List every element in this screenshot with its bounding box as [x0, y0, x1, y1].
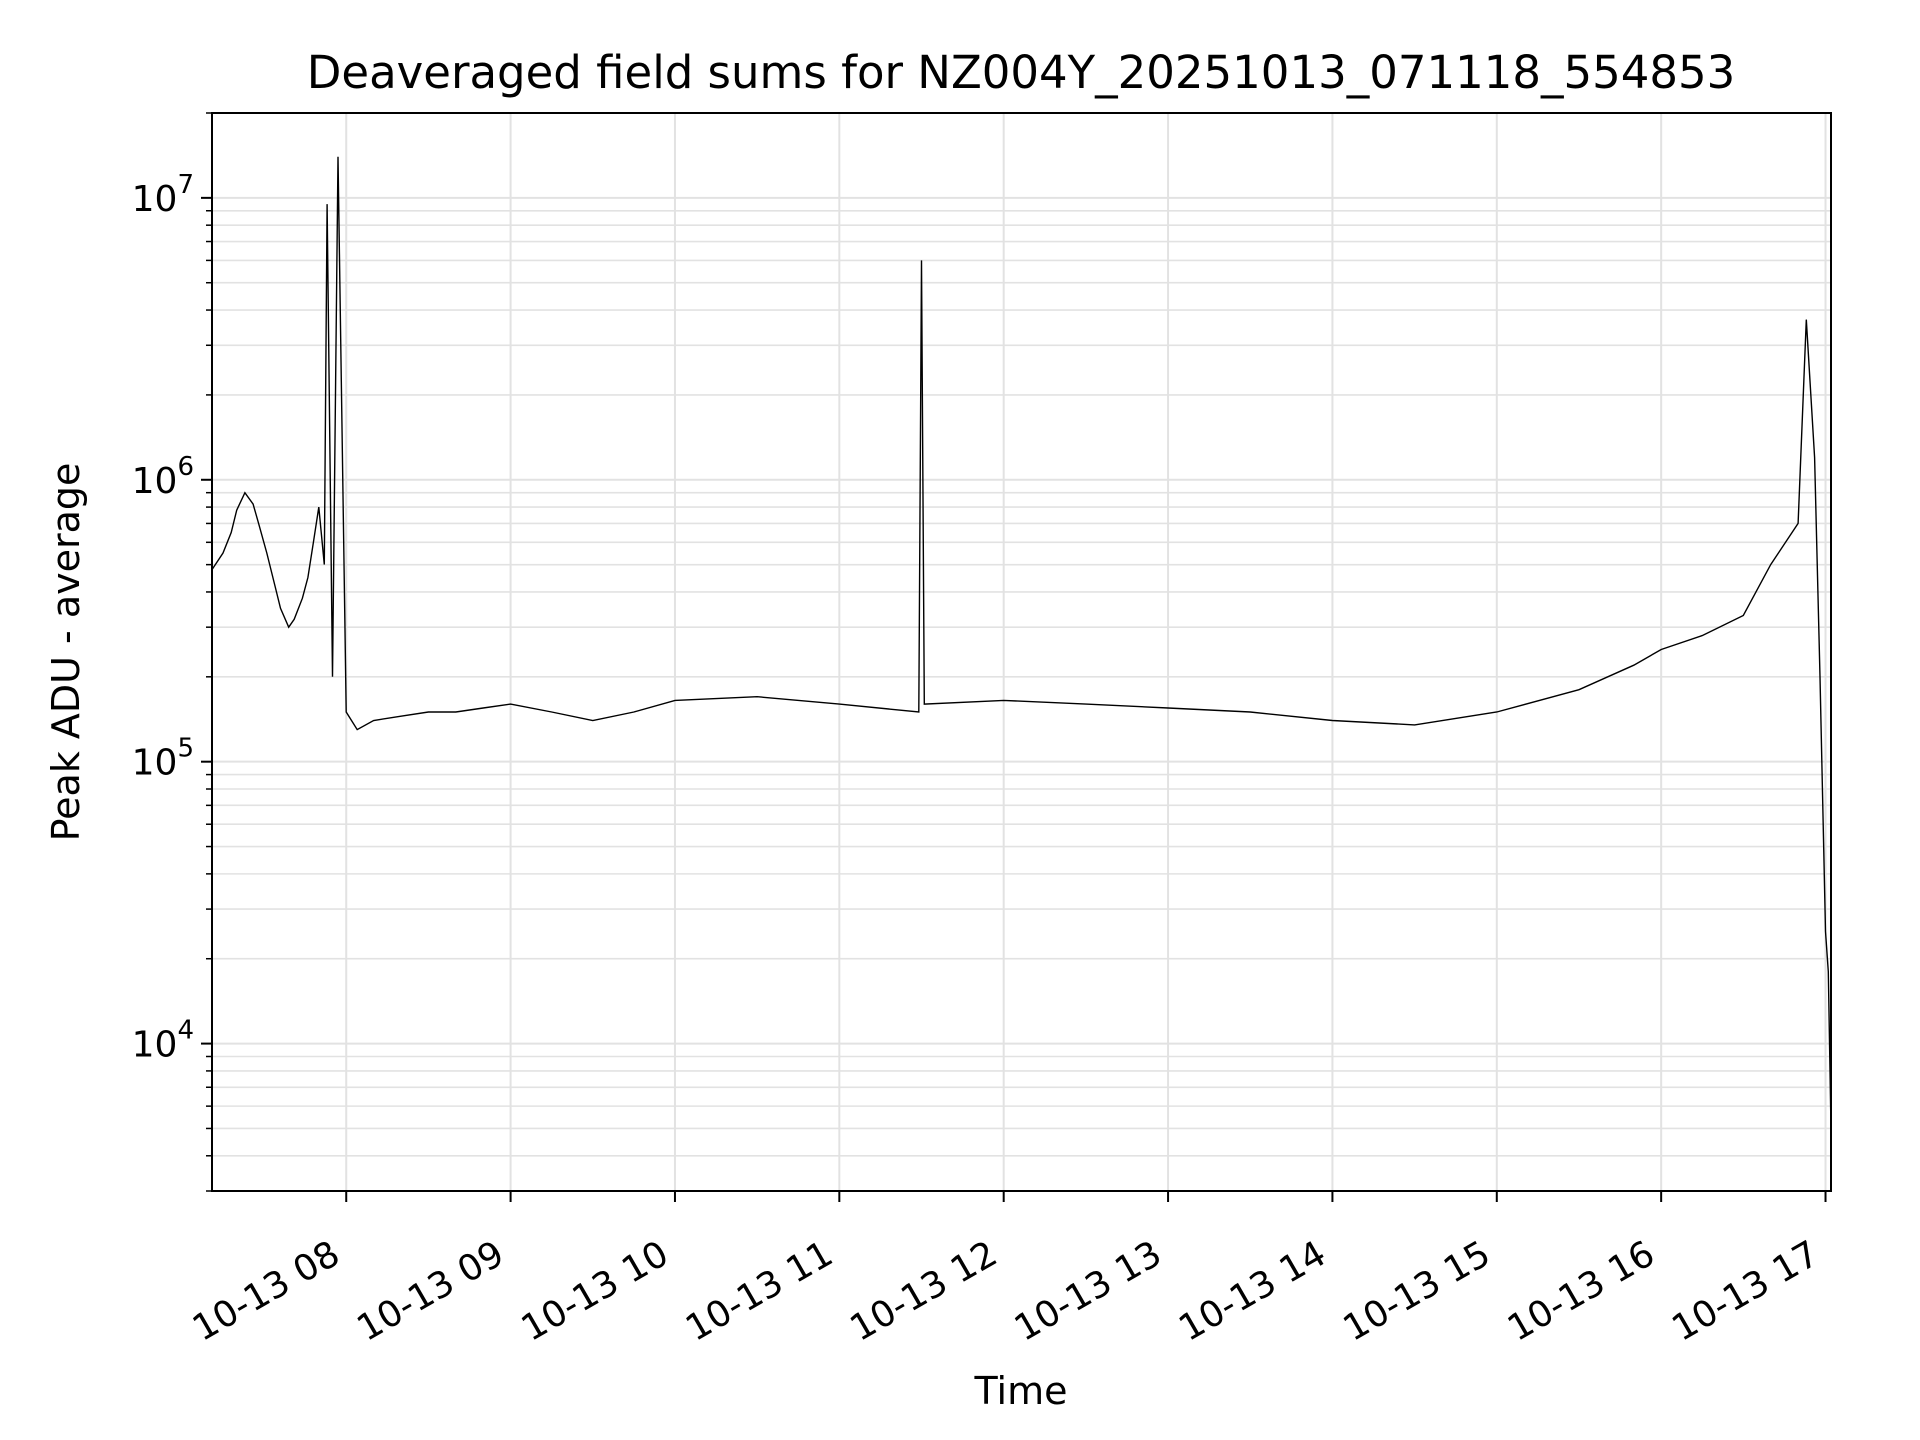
y-axis-label: Peak ADU - average	[44, 463, 88, 842]
y-tick-label: 107	[132, 170, 194, 220]
y-tick-exponent: 5	[177, 734, 194, 764]
y-tick-base: 10	[132, 743, 178, 784]
y-tick-label: 105	[132, 734, 194, 784]
plot-frame	[211, 112, 1832, 1192]
y-tick-label: 104	[132, 1016, 194, 1066]
grid	[212, 112, 1831, 1192]
y-tick-exponent: 6	[177, 452, 194, 482]
series-layer	[211, 156, 1832, 1129]
chart-title: Deaveraged field sums for NZ004Y_2025101…	[307, 46, 1736, 99]
y-tick-base: 10	[132, 1025, 178, 1066]
y-tick-label: 106	[132, 452, 194, 502]
y-tick-exponent: 7	[177, 170, 194, 200]
y-tick-exponent: 4	[177, 1016, 194, 1046]
series-line	[211, 156, 1832, 1129]
ticks	[201, 112, 1827, 1202]
y-tick-base: 10	[132, 179, 178, 220]
x-axis-label: Time	[974, 1369, 1068, 1413]
y-tick-base: 10	[132, 461, 178, 502]
